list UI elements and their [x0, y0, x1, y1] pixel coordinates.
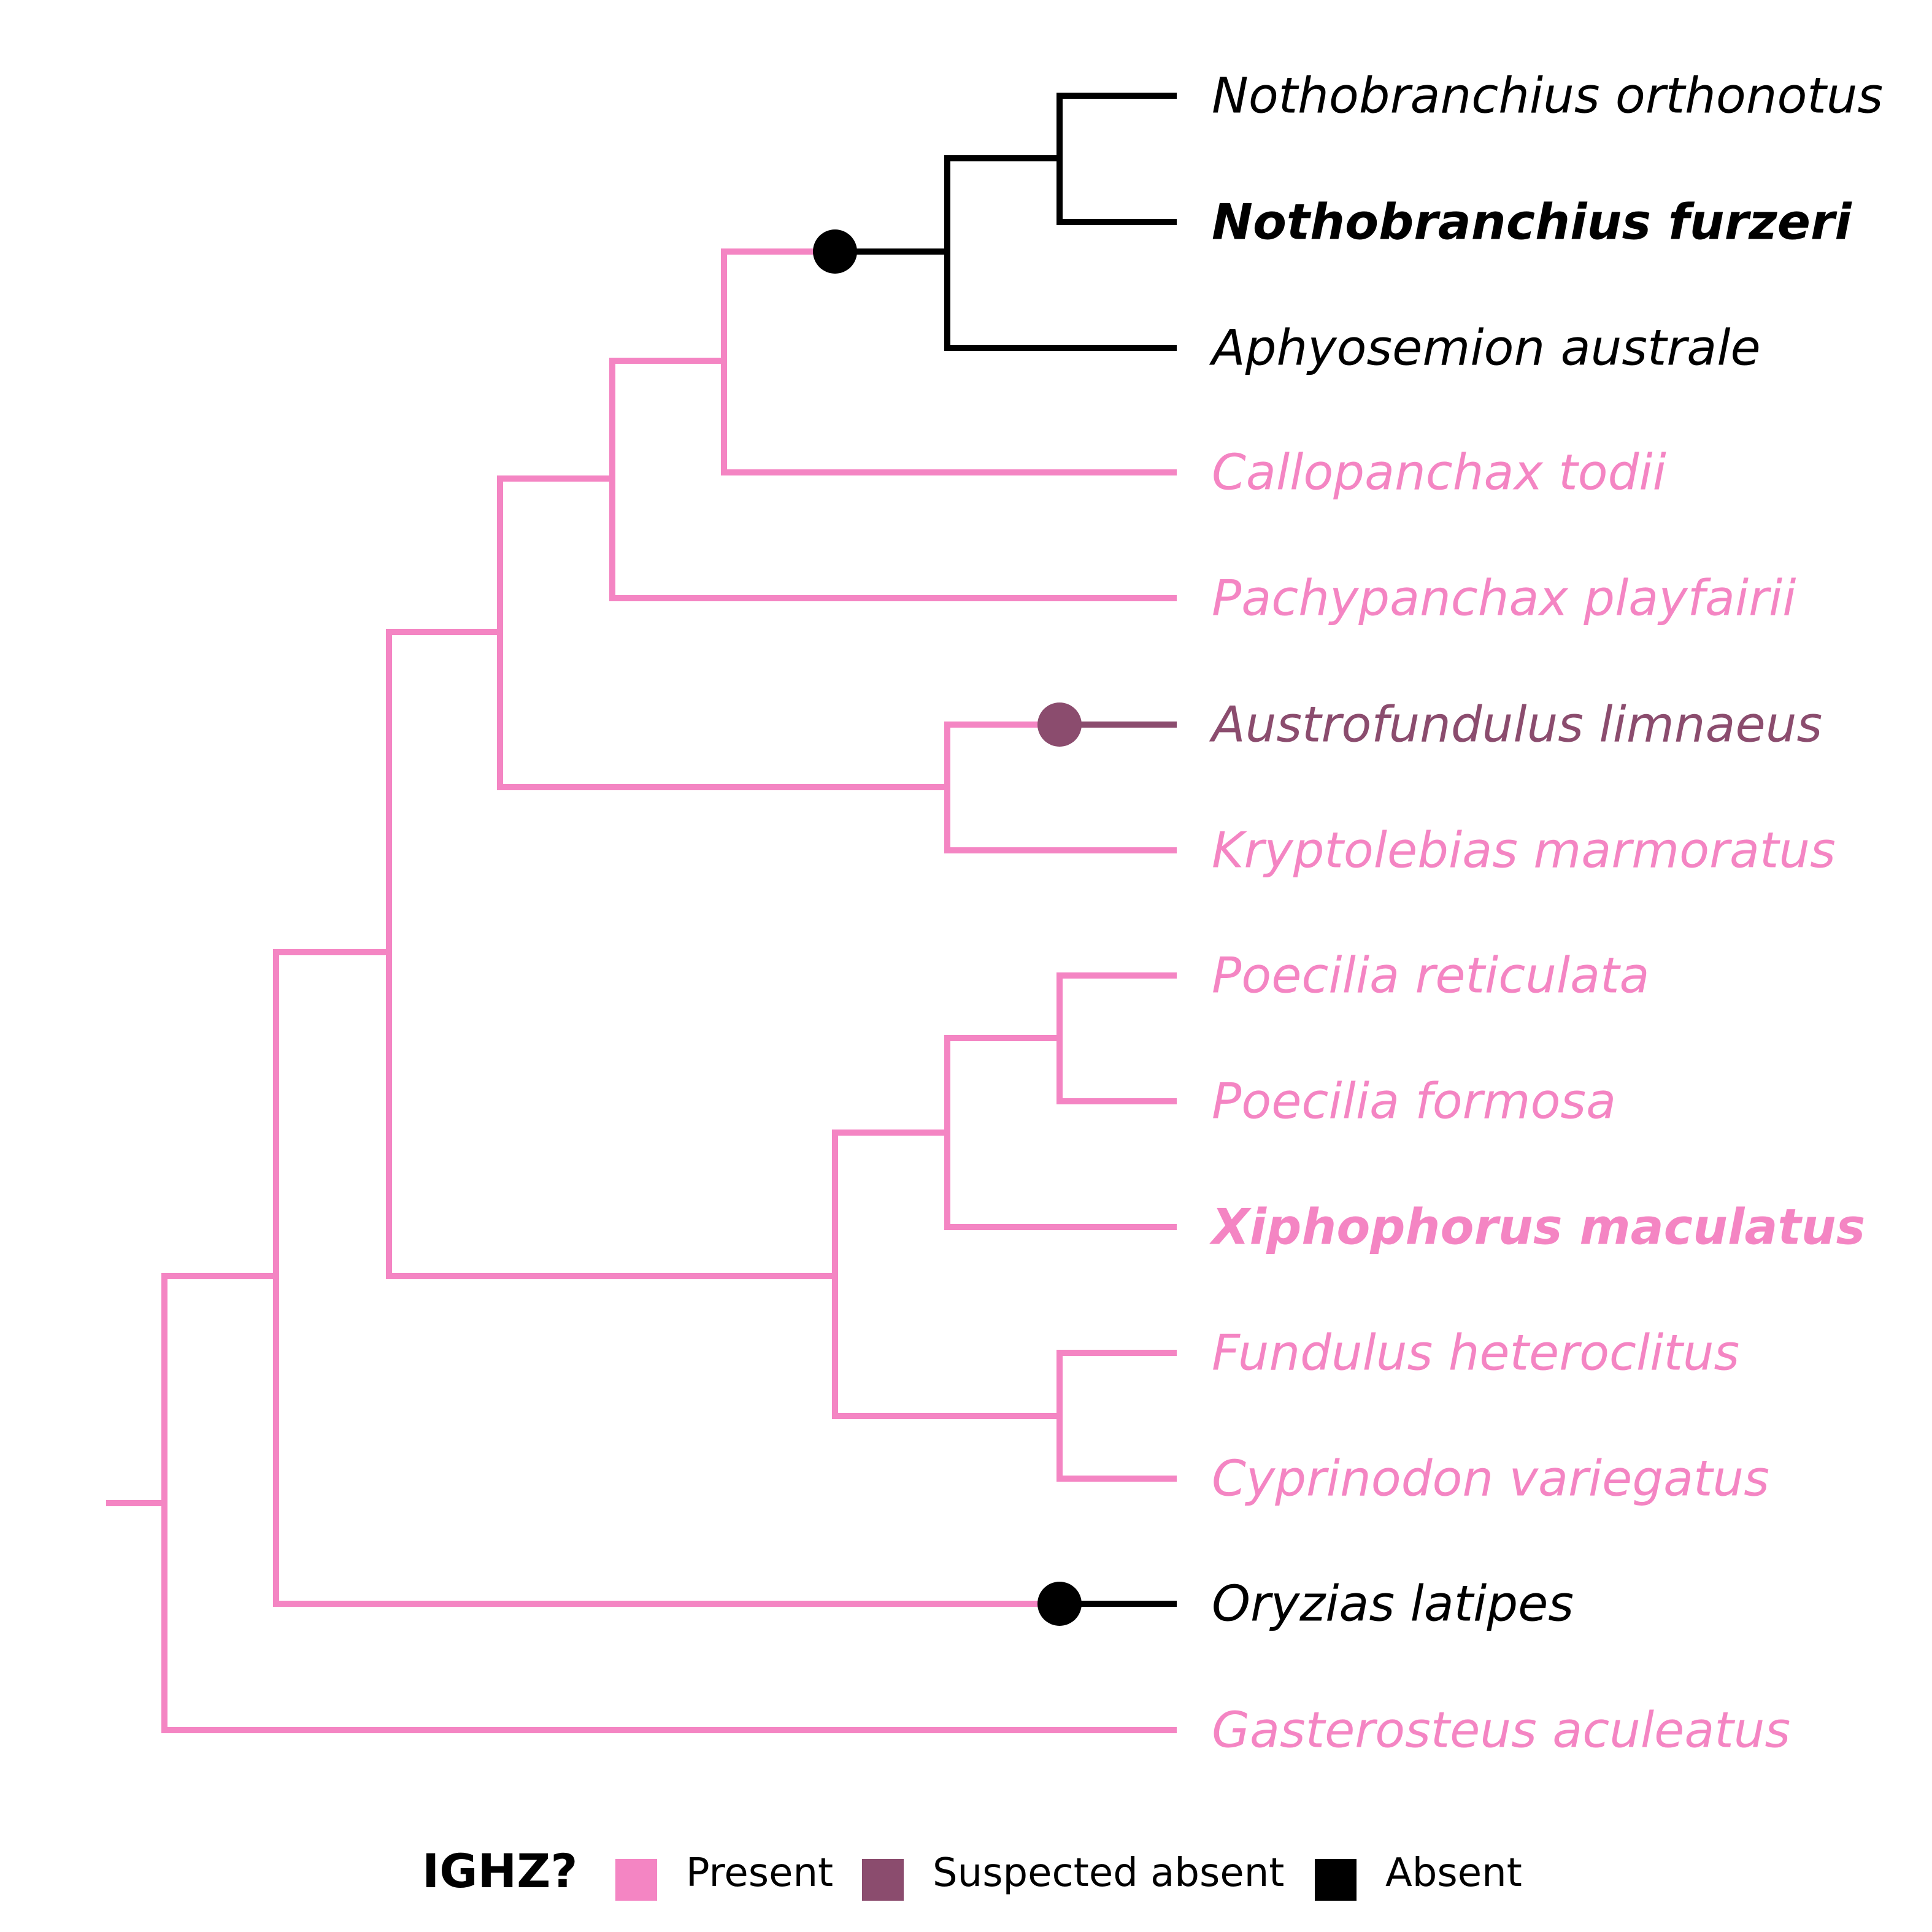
legend-swatch-suspected-absent: [862, 1859, 904, 1901]
legend-label-suspected-absent: Suspected absent: [933, 1850, 1284, 1896]
tip-label-oryzias-latipes: Oryzias latipes: [1212, 1576, 1574, 1633]
legend-label-present: Present: [686, 1850, 833, 1896]
legend-title: IGHZ?: [422, 1844, 577, 1898]
tree-branches: [106, 93, 1177, 1733]
tip-label-poecilia-formosa: Poecilia formosa: [1212, 1073, 1616, 1130]
tip-label-callopanchax-todii: Callopanchax todii: [1212, 444, 1666, 501]
tip-label-pachypanchax-playfairii: Pachypanchax playfairii: [1212, 570, 1796, 627]
legend: IGHZ? Present Suspected absent Absent: [422, 1844, 1522, 1901]
tip-label-nothobranchius-orthonotus: Nothobranchius orthonotus: [1212, 67, 1883, 125]
loss-marker-nothobranchiid: [813, 229, 857, 274]
tip-label-gasterosteus-aculeatus: Gasterosteus aculeatus: [1212, 1702, 1790, 1759]
tip-label-poecilia-reticulata: Poecilia reticulata: [1212, 947, 1650, 1004]
tip-label-nothobranchius-furzeri: Nothobranchius furzeri: [1212, 194, 1852, 251]
tip-labels: Nothobranchius orthonotus Nothobranchius …: [1209, 67, 1883, 1759]
tip-label-aphyosemion-australe: Aphyosemion australe: [1209, 320, 1761, 377]
tip-label-cyprinodon-variegatus: Cyprinodon variegatus: [1212, 1450, 1769, 1507]
tip-label-xiphophorus-maculatus: Xiphophorus maculatus: [1209, 1199, 1865, 1256]
loss-marker-oryzias: [1037, 1582, 1082, 1626]
tip-label-fundulus-heteroclitus: Fundulus heteroclitus: [1212, 1325, 1739, 1382]
legend-swatch-present: [615, 1859, 657, 1901]
loss-marker-austrofundulus: [1037, 702, 1082, 747]
tip-label-austrofundulus-limnaeus: Austrofundulus limnaeus: [1209, 696, 1822, 753]
tip-label-kryptolebias-marmoratus: Kryptolebias marmoratus: [1212, 822, 1836, 879]
legend-swatch-absent: [1315, 1859, 1357, 1901]
loss-event-markers: [813, 229, 1082, 1626]
legend-label-absent: Absent: [1385, 1850, 1522, 1896]
